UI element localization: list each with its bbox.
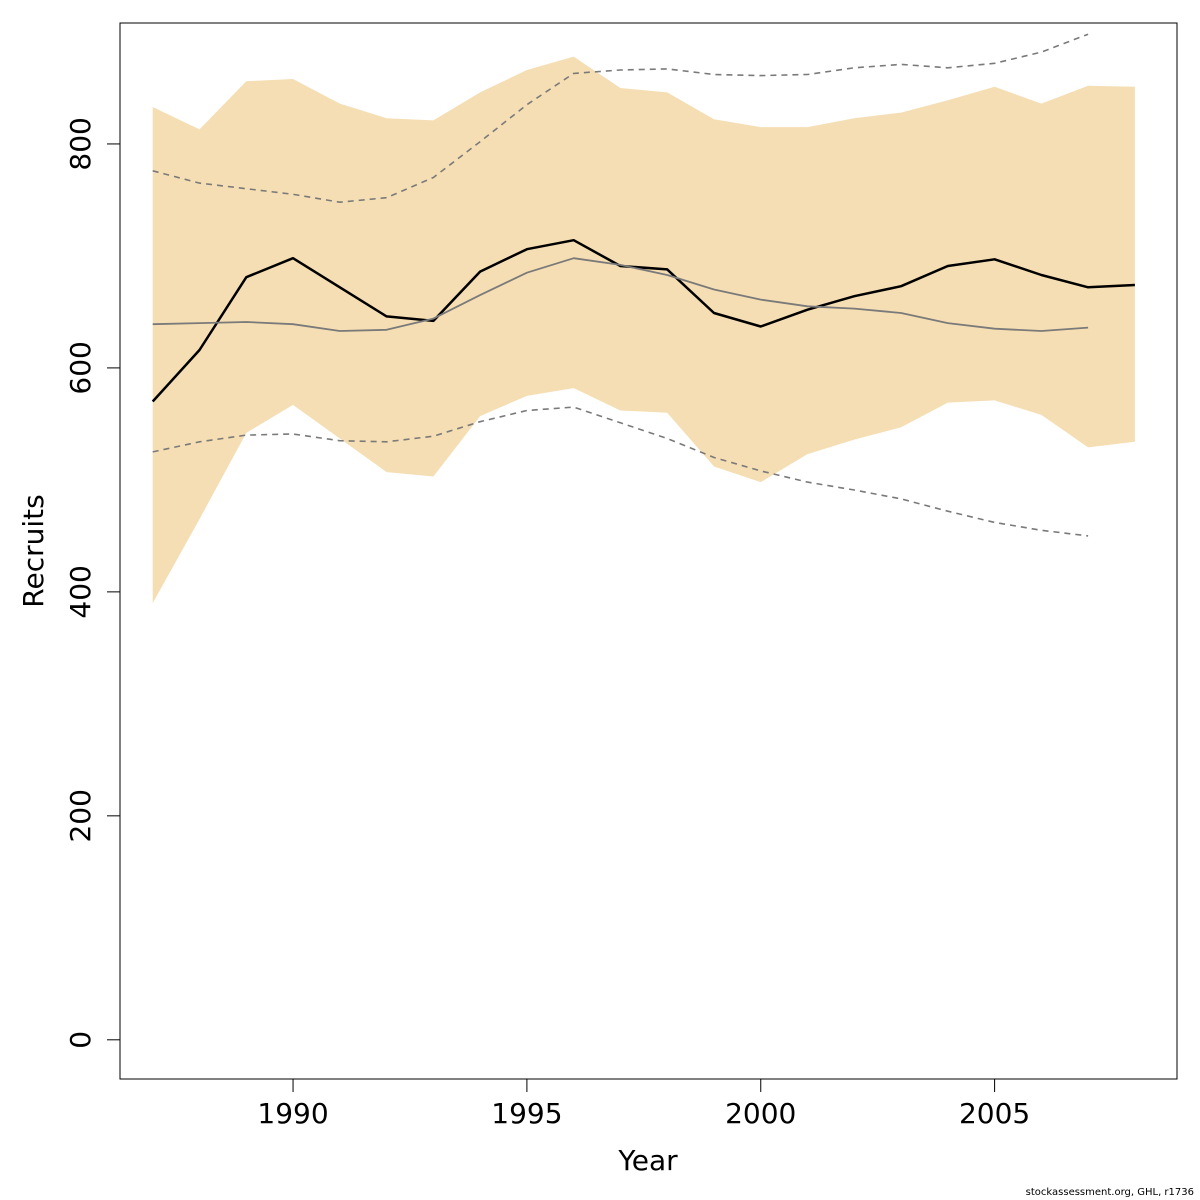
y-axis-ticks: 0 200 400 600 800 (64, 117, 120, 1049)
confidence-band (152, 56, 1135, 604)
x-axis-title: Year (617, 1144, 678, 1177)
x-tick-label: 1990 (257, 1097, 328, 1130)
estimate-line (151, 238, 1135, 403)
x-tick-label: 2000 (725, 1097, 796, 1130)
x-tick-label: 1995 (491, 1097, 562, 1130)
y-tick-label: 800 (64, 117, 97, 170)
reference-line (152, 257, 1089, 332)
x-axis-ticks: 1990 1995 2000 2005 (257, 1079, 1030, 1130)
lower-bound-line (152, 406, 1089, 537)
footer-credit: stockassessment.org, GHL, r1736 (1025, 1187, 1194, 1198)
x-tick-label: 2005 (959, 1097, 1030, 1130)
y-tick-label: 200 (64, 789, 97, 842)
y-tick-label: 0 (64, 1031, 97, 1049)
upper-bound-line (152, 33, 1089, 203)
y-tick-label: 400 (64, 565, 97, 618)
series-layer (151, 33, 1135, 537)
y-tick-label: 600 (64, 341, 97, 394)
axes-layer: 1990 1995 2000 2005 0 200 400 600 800 (64, 22, 1178, 1130)
y-axis-title: Recruits (17, 494, 50, 607)
confidence-band-layer (152, 56, 1135, 604)
